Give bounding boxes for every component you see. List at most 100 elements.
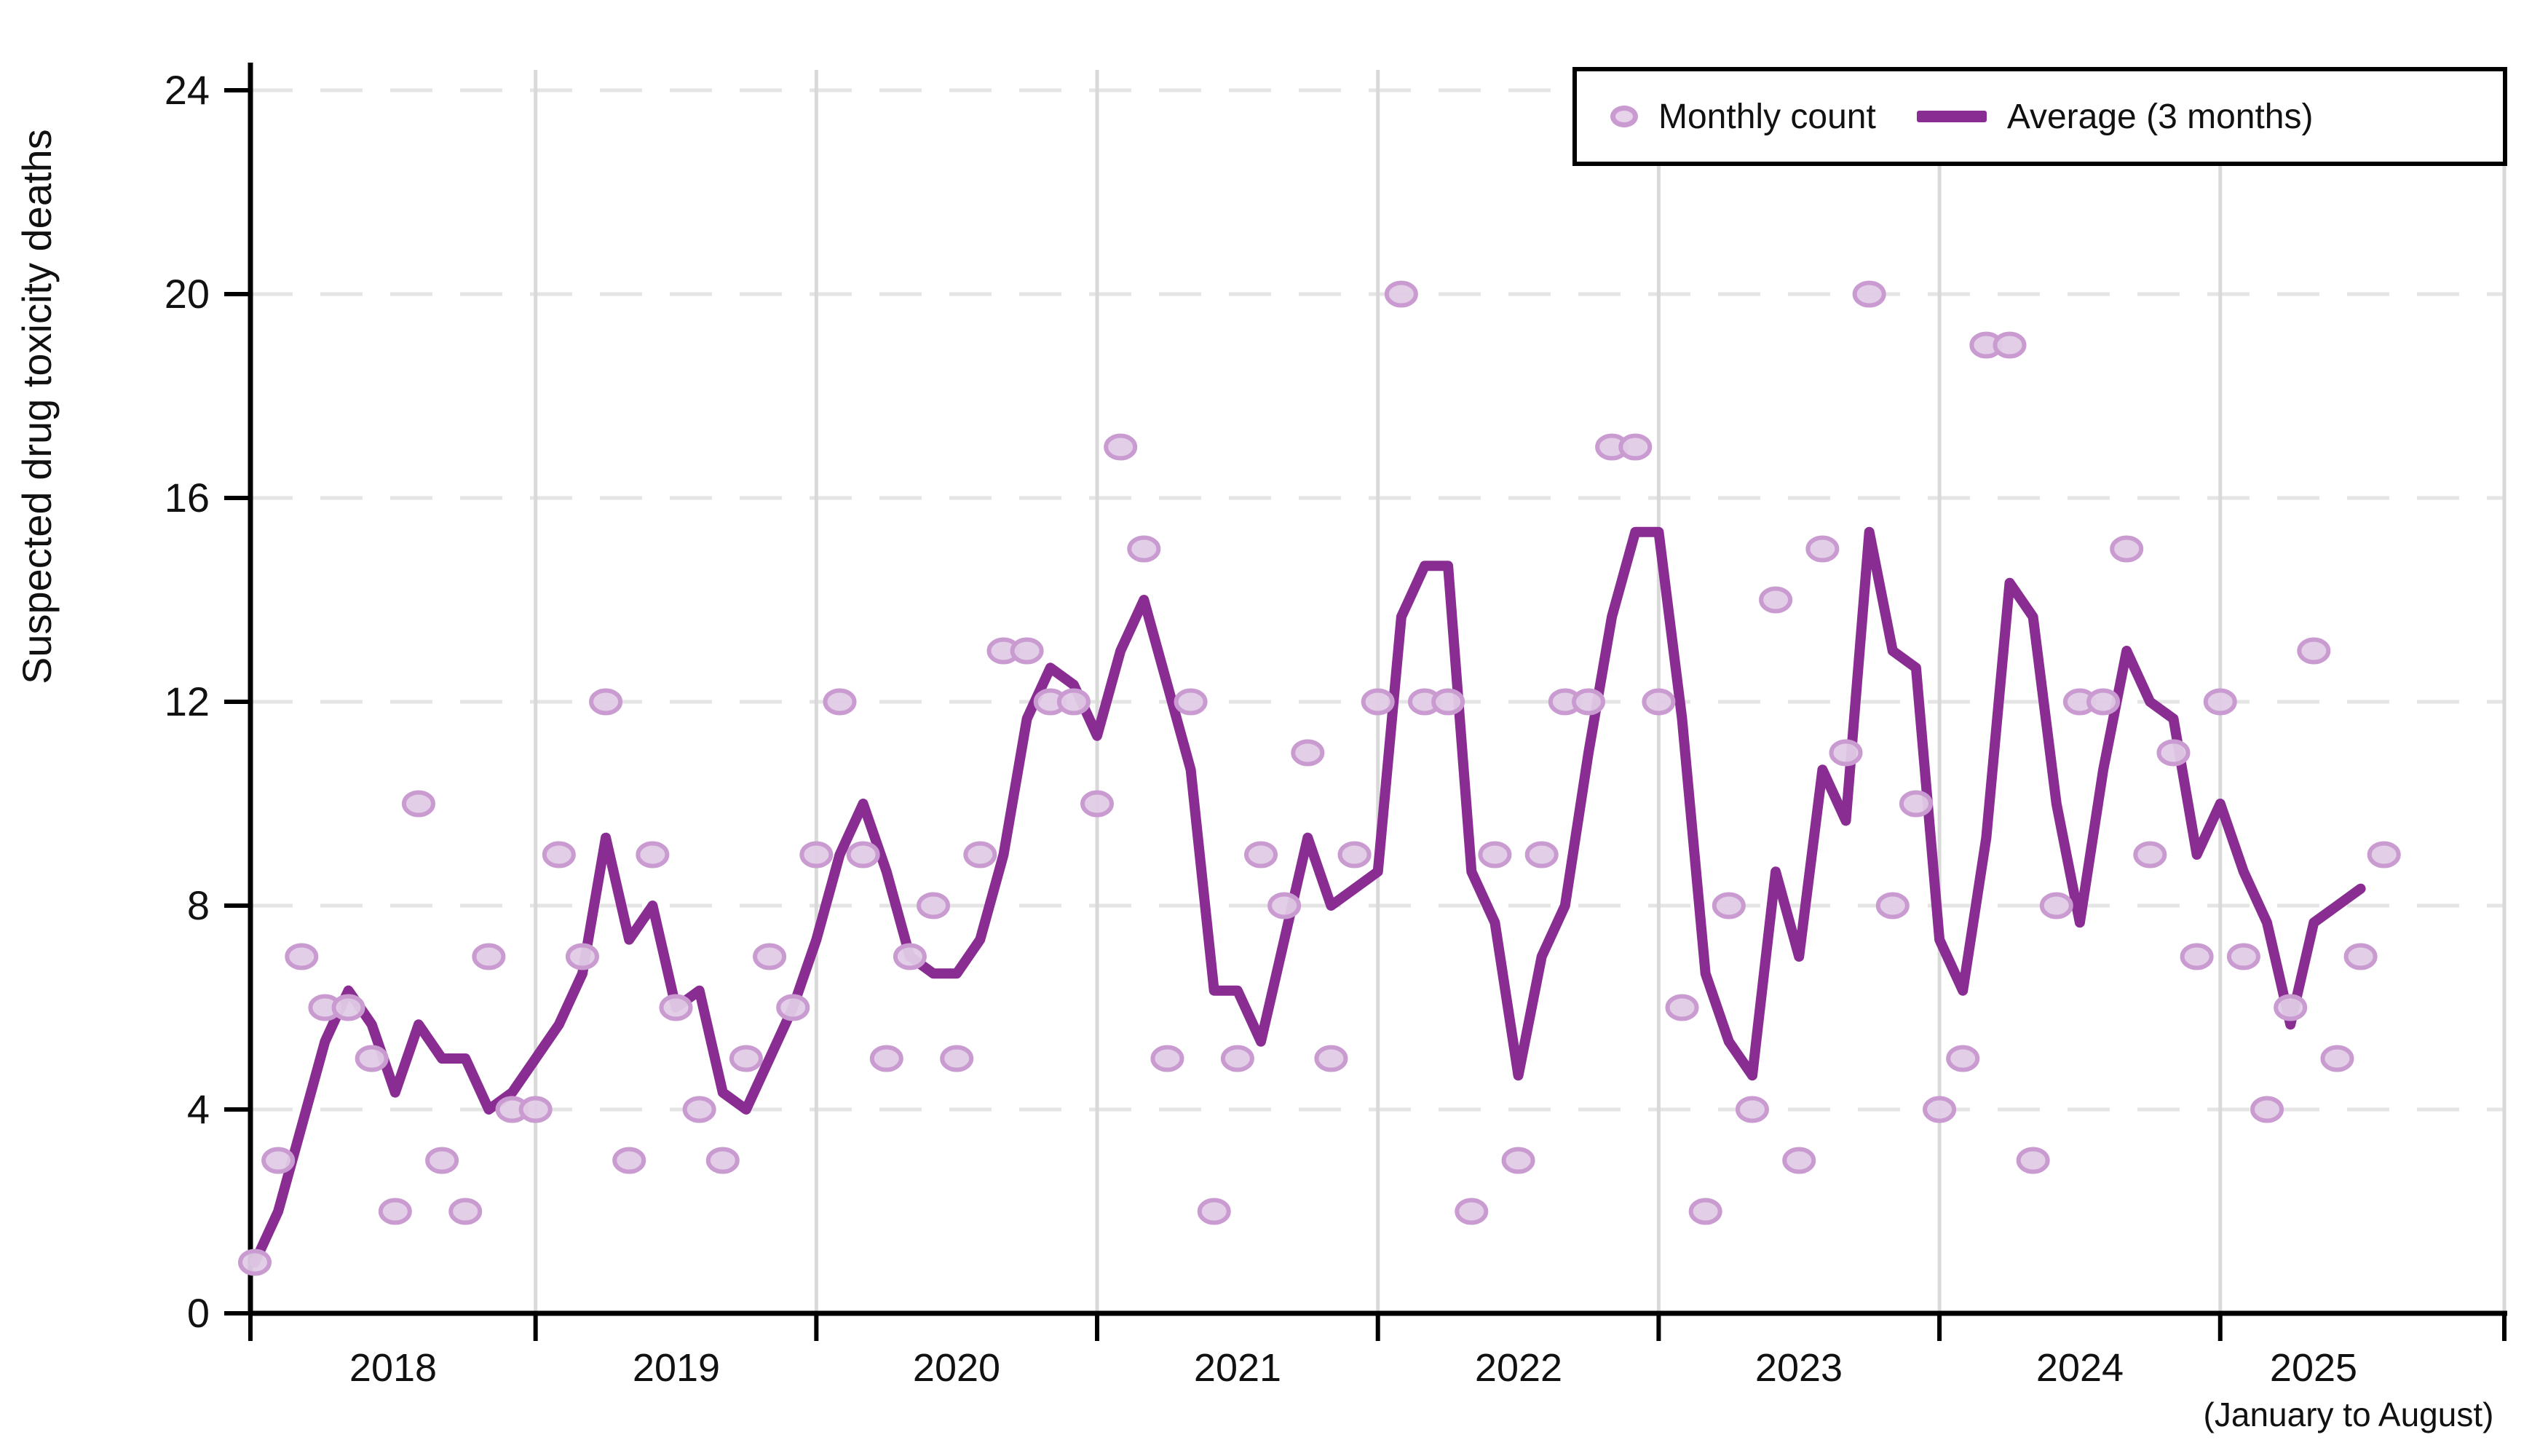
monthly-count-point	[238, 1249, 272, 1276]
monthly-count-point	[636, 841, 670, 869]
monthly-count-point	[565, 943, 599, 970]
monthly-count-point	[2086, 688, 2121, 716]
monthly-count-point	[940, 1045, 974, 1072]
x-tick-label-2025: 2025	[2269, 1346, 2358, 1390]
monthly-count-point	[1642, 688, 1676, 716]
x-tick-label-2021: 2021	[1193, 1346, 1282, 1390]
monthly-count-point	[2133, 841, 2167, 869]
monthly-count-point	[1291, 739, 1325, 767]
monthly-count-point	[799, 841, 834, 869]
monthly-count-point	[1314, 1045, 1348, 1072]
monthly-count-point	[1104, 433, 1138, 461]
monthly-count-point	[518, 1096, 553, 1123]
monthly-count-point	[1524, 841, 1559, 869]
monthly-count-point	[355, 1045, 389, 1072]
monthly-count-point	[1993, 331, 2027, 359]
y-tick-label-16: 16	[165, 475, 210, 521]
monthly-count-point	[1127, 535, 1161, 563]
monthly-count-point	[1759, 586, 1793, 614]
x-tick-label-2020: 2020	[912, 1346, 1001, 1390]
monthly-count-point	[1946, 1045, 1980, 1072]
monthly-count-point	[1197, 1198, 1231, 1225]
data-layer	[238, 280, 2401, 1276]
y-tick-label-20: 20	[165, 271, 210, 317]
monthly-count-point	[589, 688, 623, 716]
monthly-count-point	[1478, 841, 1512, 869]
monthly-count-point	[261, 1147, 296, 1174]
monthly-count-point	[2320, 1045, 2354, 1072]
monthly-count-point	[1571, 688, 1605, 716]
monthly-count-point	[401, 790, 435, 818]
monthly-count-point	[2250, 1096, 2284, 1123]
x-tick-label-2018: 2018	[349, 1346, 438, 1390]
y-tick-label-0: 0	[187, 1290, 210, 1336]
monthly-count-point	[1361, 688, 1395, 716]
monthly-count-point	[542, 841, 576, 869]
monthly-count-point	[1875, 892, 1910, 919]
monthly-count-point	[869, 1045, 903, 1072]
average-line-icon	[1916, 111, 1987, 122]
monthly-count-point	[659, 994, 693, 1021]
monthly-count-point	[705, 1147, 740, 1174]
monthly-count-point	[1431, 688, 1465, 716]
monthly-count-point	[2343, 943, 2378, 970]
monthly-count-point	[2110, 535, 2144, 563]
monthly-count-point	[1923, 1096, 1957, 1123]
monthly-count-point	[2156, 739, 2191, 767]
x-tick-label-2023: 2023	[1754, 1346, 1843, 1390]
axes: 0 4 8 12 16 20 24	[165, 63, 2507, 1341]
monthly-count-point	[331, 994, 365, 1021]
monthly-count-point	[448, 1198, 483, 1225]
monthly-count-point	[823, 688, 857, 716]
monthly-count-point	[378, 1198, 412, 1225]
monthly-count-point	[1899, 790, 1933, 818]
y-tick-label-24: 24	[165, 67, 210, 113]
monthly-count-point	[1220, 1045, 1254, 1072]
monthly-count-point	[425, 1147, 459, 1174]
monthly-count-point	[612, 1147, 646, 1174]
monthly-count-point	[1337, 841, 1372, 869]
monthly-count-point	[1829, 739, 1863, 767]
monthly-count-point	[1688, 1198, 1722, 1225]
monthly-count-point	[1080, 790, 1115, 818]
monthly-count-point	[1852, 280, 1886, 308]
monthly-count-point	[1618, 433, 1653, 461]
monthly-count-point	[1056, 688, 1091, 716]
monthly-count-point	[2180, 943, 2214, 970]
monthly-count-point	[1150, 1045, 1184, 1072]
monthly-count-point	[963, 841, 997, 869]
monthly-count-point	[1665, 994, 1699, 1021]
legend-label-average: Average (3 months)	[2006, 97, 2314, 136]
monthly-count-point	[472, 943, 506, 970]
scatter-marker-icon	[1610, 106, 1638, 127]
monthly-count-point	[846, 841, 880, 869]
monthly-count-point	[1782, 1147, 1816, 1174]
average-line	[250, 526, 2366, 1267]
monthly-count-point	[1384, 280, 1418, 308]
monthly-count-point	[1244, 841, 1278, 869]
legend: Monthly count Average (3 months)	[1572, 67, 2507, 166]
monthly-count-point	[2203, 688, 2237, 716]
monthly-count-point	[1455, 1198, 1489, 1225]
monthly-count-point	[682, 1096, 716, 1123]
x-axis-note: (January to August)	[2203, 1396, 2494, 1433]
monthly-count-point	[2297, 637, 2331, 665]
monthly-count-point	[729, 1045, 763, 1072]
monthly-count-point	[1735, 1096, 1769, 1123]
monthly-count-point	[2016, 1147, 2050, 1174]
y-tick-label-4: 4	[187, 1086, 210, 1132]
y-axis-title: Suspected drug toxicity deaths	[14, 129, 60, 684]
legend-item-average: Average (3 months)	[1916, 97, 2314, 137]
x-tick-label-2024: 2024	[2035, 1346, 2124, 1390]
monthly-count-point	[776, 994, 810, 1021]
monthly-count-point	[2039, 892, 2073, 919]
legend-label-monthly-count: Monthly count	[1658, 97, 1876, 136]
monthly-count-point	[2274, 994, 2308, 1021]
monthly-count-point	[1010, 637, 1044, 665]
monthly-count-point	[2226, 943, 2260, 970]
monthly-count-point	[893, 943, 927, 970]
legend-item-monthly-count: Monthly count	[1610, 97, 1876, 137]
monthly-count-point	[1501, 1147, 1535, 1174]
x-tick-label-2019: 2019	[632, 1346, 721, 1390]
